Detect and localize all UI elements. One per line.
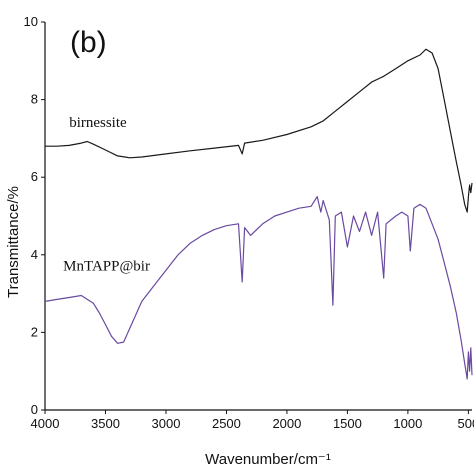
y-tick-label: 2	[31, 324, 38, 339]
series-label-2: MnTAPP@bir	[63, 258, 150, 274]
x-tick-label: 2000	[272, 416, 301, 431]
series-layer: birnessite MnTAPP@bir	[44, 48, 473, 380]
x-tick-label: 500	[458, 416, 474, 431]
y-tick-label: 4	[31, 247, 38, 262]
series-label-1: birnessite	[69, 115, 127, 131]
series-line-1	[45, 48, 473, 213]
y-tick-label: 6	[31, 169, 38, 184]
series-line-2	[44, 196, 473, 380]
y-tick-label: 0	[31, 402, 38, 417]
x-tick-label: 1500	[333, 416, 362, 431]
x-tick-label: 3500	[91, 416, 120, 431]
x-tick-label: 3000	[152, 416, 181, 431]
x-axis-title: Wavenumber/cm⁻¹	[205, 451, 331, 468]
y-tick-label: 8	[31, 92, 38, 107]
x-tick-label: 4000	[31, 416, 60, 431]
x-tick-label: 2500	[212, 416, 241, 431]
y-axis-title: Transmittance/%	[5, 186, 22, 298]
panel-label: (b)	[70, 26, 107, 59]
x-tick-label: 1000	[393, 416, 422, 431]
y-tick-label: 10	[24, 14, 38, 29]
plot-axes: 4000 3500 3000 2500 2000 1500 1000 500 0 2 4 6 8 10	[24, 14, 474, 431]
